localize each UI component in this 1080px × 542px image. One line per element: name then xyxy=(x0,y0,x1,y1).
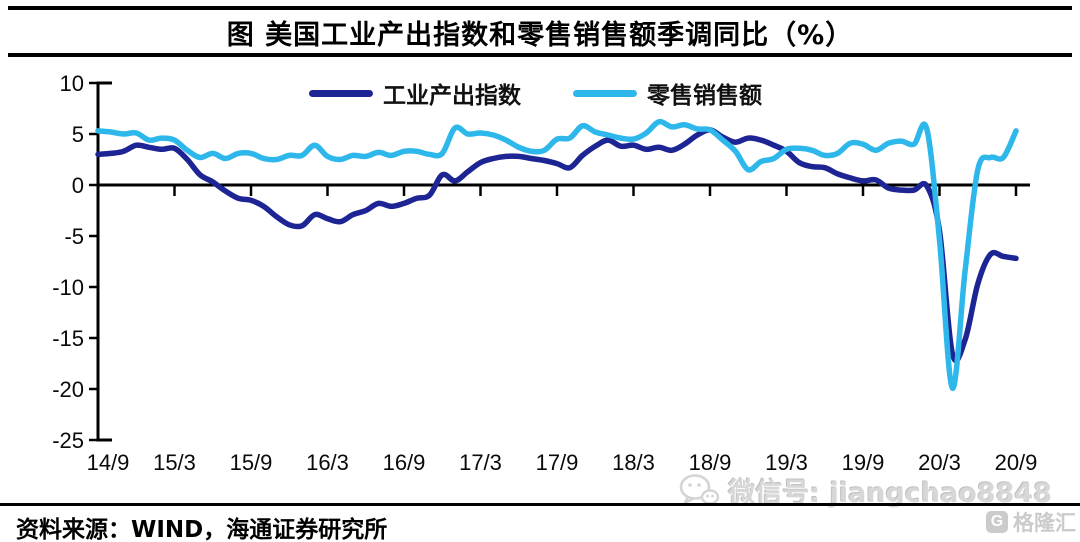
title-top-rule xyxy=(8,6,1072,10)
data-source-note: 资料来源：WIND，海通证券研究所 xyxy=(16,517,388,542)
legend-item-retail-sales: 零售销售额 xyxy=(572,76,762,110)
y-tick-label: -20 xyxy=(52,377,84,402)
x-tick-label: 17/3 xyxy=(459,450,502,475)
x-tick-label: 20/3 xyxy=(918,450,961,475)
chart-title: 图 美国工业产出指数和零售销售额季调同比（%） xyxy=(226,20,854,51)
x-tick-label: 16/9 xyxy=(383,450,426,475)
x-tick-label: 19/3 xyxy=(765,450,808,475)
wechat-icon xyxy=(680,473,720,505)
industrial-output-series-line xyxy=(95,127,1019,364)
footer-rule xyxy=(0,503,1080,506)
y-tick-label: -15 xyxy=(52,326,84,351)
x-tick-label: 15/3 xyxy=(153,450,196,475)
x-tick-label: 15/9 xyxy=(230,450,273,475)
y-tick-label: 10 xyxy=(60,71,84,96)
gelonghui-icon: G xyxy=(986,511,1008,533)
y-tick-label: 0 xyxy=(72,173,84,198)
brand-logo: G 格隆汇 xyxy=(986,507,1076,537)
y-tick-label: 5 xyxy=(72,122,84,147)
legend-item-industrial-output: 工业产出指数 xyxy=(308,76,521,110)
title-bottom-rule xyxy=(8,53,1072,57)
y-tick-label: -25 xyxy=(52,428,84,453)
x-tick-label: 16/3 xyxy=(306,450,349,475)
retail-sales-line-swatch xyxy=(572,89,637,97)
x-tick-label: 18/3 xyxy=(612,450,655,475)
x-tick-label: 14/9 xyxy=(87,450,130,475)
x-tick-label: 17/9 xyxy=(536,450,579,475)
y-tick-label: -10 xyxy=(52,275,84,300)
x-tick-label: 19/9 xyxy=(842,450,885,475)
y-axis-line xyxy=(96,81,112,442)
y-tick-label: -5 xyxy=(64,224,84,249)
legend-label-industrial-output: 工业产出指数 xyxy=(382,83,521,109)
chart-legend: 工业产出指数 零售销售额 xyxy=(308,76,762,110)
x-tick-label: 18/9 xyxy=(689,450,732,475)
x-tick-label: 20/9 xyxy=(995,450,1038,475)
industrial-output-line-swatch xyxy=(308,89,373,97)
retail-sales-series-line xyxy=(95,118,1019,391)
legend-label-retail-sales: 零售销售额 xyxy=(646,83,762,109)
brand-name: 格隆汇 xyxy=(1013,511,1076,535)
